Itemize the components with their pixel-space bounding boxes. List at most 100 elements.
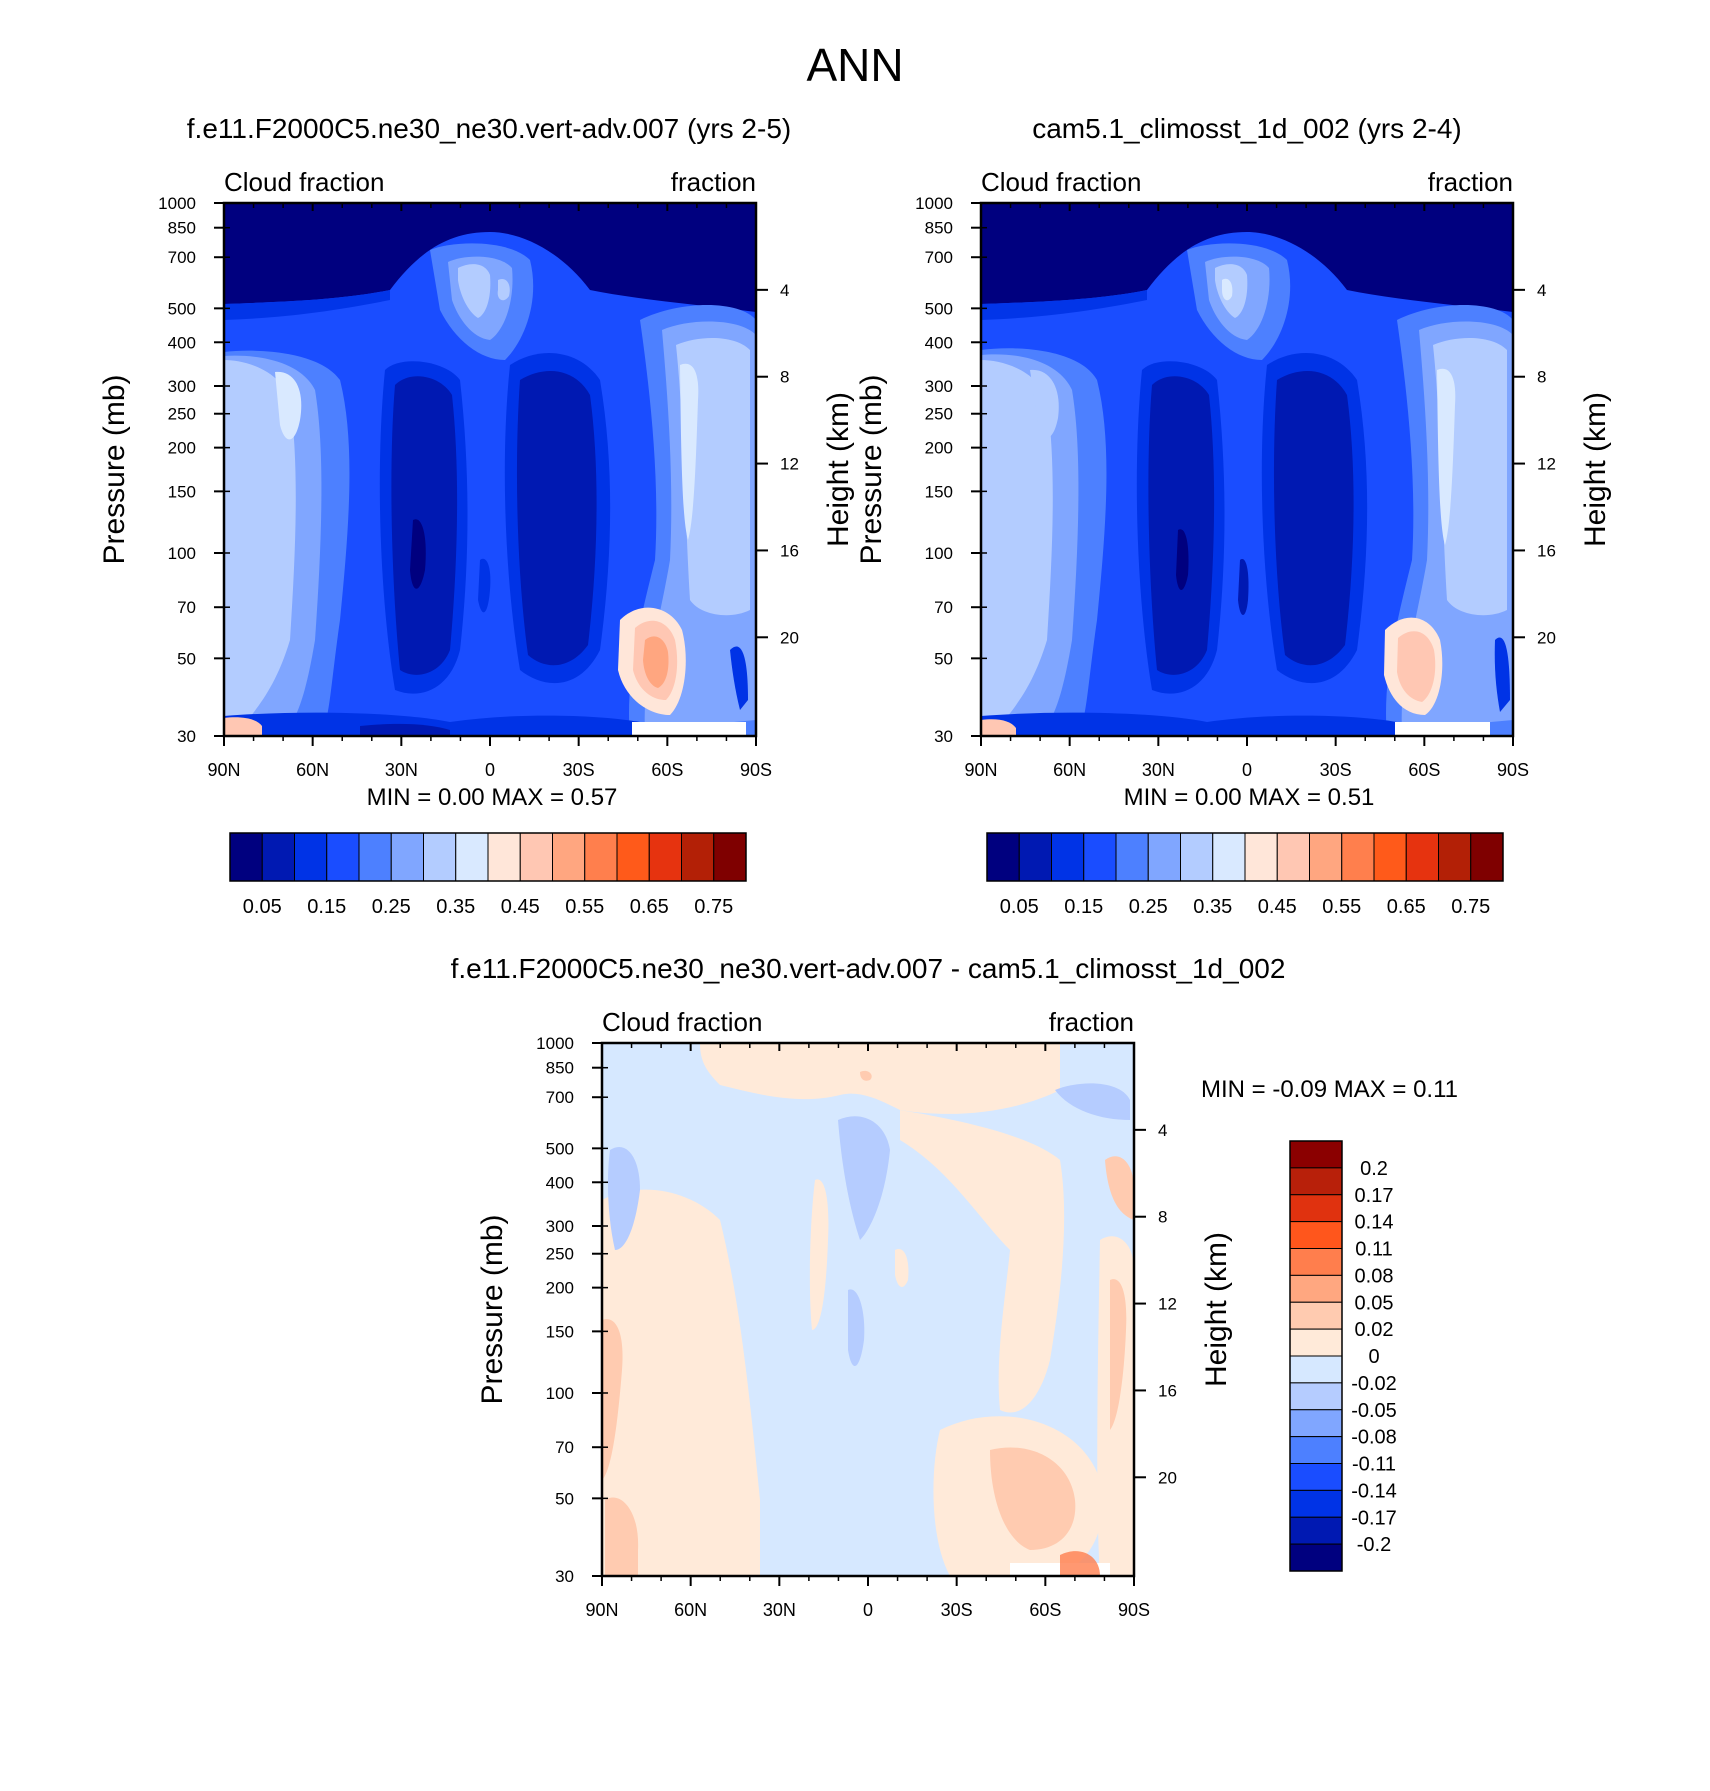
colorbar-frame [986,832,1504,882]
y-tick-label: 850 [168,219,196,238]
colorbar-box [1276,832,1310,882]
y-tick-label: 250 [925,405,953,424]
y2-tick-label: 20 [1537,628,1556,647]
y-tick-label: 850 [925,219,953,238]
colorbar-box [1470,832,1504,882]
colorbar-box [552,832,586,882]
x-tick-label: 90S [1497,760,1529,780]
colorbar-label: 0.08 [1355,1265,1394,1287]
colorbar-box [1289,1382,1343,1411]
colorbar-box [1051,832,1085,882]
colorbar-box [1438,832,1472,882]
y-tick-label: 30 [177,727,196,746]
y-tick-label: 100 [546,1384,574,1403]
y2-axis-label: Height (km) [1579,392,1612,547]
y2-tick-label: 12 [1158,1295,1177,1314]
colorbar-label: 0.11 [1355,1239,1392,1261]
y-tick-label: 400 [546,1173,574,1192]
y-tick-label: 700 [925,248,953,267]
x-tick-label: 0 [1242,760,1252,780]
chart-2: cam5.1_climosst_1d_002 (yrs 2-4) Cloud fr… [855,113,1612,918]
y-tick-label: 50 [177,649,196,668]
y-tick-label: 150 [925,482,953,501]
colorbar-label: -0.08 [1351,1427,1397,1449]
y-tick-label: 1000 [536,1034,574,1053]
min-max-text: MIN = 0.00 MAX = 0.51 [1124,784,1375,811]
colorbar-box [1289,1543,1343,1572]
y-tick-label: 70 [934,598,953,617]
y-tick-label: 300 [546,1217,574,1236]
colorbar-label: 0.05 [1000,896,1039,918]
colorbar-frame [1289,1140,1343,1572]
colorbar-label: 0.25 [372,896,411,918]
x-tick-label: 90S [1118,1600,1150,1620]
x-tick-label: 30S [941,1600,973,1620]
colorbar-label: 0.02 [1355,1319,1394,1341]
y-tick-label: 1000 [158,194,196,213]
y2-tick-label: 16 [1158,1381,1177,1400]
colorbar-box [1244,832,1278,882]
colorbar-label: 0.65 [1387,896,1426,918]
x-tick-label: 30S [1320,760,1352,780]
colorbar-box [1289,1463,1343,1491]
y-tick-label: 250 [546,1245,574,1264]
right-string: fraction [671,167,756,197]
contour-field [981,203,1513,736]
x-tick-label: 90N [964,760,997,780]
chart-3: f.e11.F2000C5.ne30_ne30.vert-adv.007 - c… [451,953,1458,1620]
colorbar-box [487,832,521,882]
y2-tick-label: 8 [1158,1208,1167,1227]
colorbar-box [390,832,424,882]
x-tick-label: 90N [207,760,240,780]
colorbar-box [1289,1301,1343,1330]
y-axis-label: Pressure (mb) [98,374,131,564]
colorbar-box [1083,832,1117,882]
y2-tick-label: 16 [780,541,799,560]
x-tick-label: 0 [485,760,495,780]
x-tick-label: 60S [1408,760,1440,780]
min-max-text: MIN = 0.00 MAX = 0.57 [367,784,618,811]
colorbar-label: 0.35 [436,896,475,918]
right-string: fraction [1428,167,1513,197]
panel-top-right [979,201,1515,738]
y-tick-label: 300 [925,377,953,396]
contour-field [602,1043,1134,1576]
colorbar-label: 0.35 [1193,896,1232,918]
colorbar-label: 0.55 [565,896,604,918]
colorbar-box [519,832,553,882]
y2-tick-label: 20 [1158,1468,1177,1487]
colorbar-label: 0.55 [1322,896,1361,918]
panel-top-left [222,201,758,738]
y2-tick-label: 4 [1158,1121,1167,1140]
colorbar-box [358,832,392,882]
colorbar-box [1289,1409,1343,1438]
colorbar-box [681,832,715,882]
colorbar-box [1289,1140,1343,1169]
x-tick-label: 60N [674,1600,707,1620]
y-tick-label: 70 [555,1438,574,1457]
colorbar-label: 0.14 [1355,1212,1394,1234]
y-axis-label: Pressure (mb) [476,1214,509,1404]
colorbar-label: 0.65 [630,896,669,918]
panel-title: f.e11.F2000C5.ne30_ne30.vert-adv.007 (yr… [187,113,791,144]
figure-title: ANN [806,39,904,91]
y2-tick-label: 12 [1537,455,1556,474]
y2-tick-label: 16 [1537,541,1556,560]
x-tick-label: 60S [651,760,683,780]
y-tick-label: 100 [168,544,196,563]
y-tick-label: 400 [168,333,196,352]
y2-axis-label: Height (km) [1200,1232,1233,1387]
x-tick-label: 90S [740,760,772,780]
y-tick-label: 50 [555,1489,574,1508]
y-tick-label: 700 [168,248,196,267]
colorbar-label: 0.45 [501,896,540,918]
y-tick-label: 30 [555,1567,574,1586]
x-tick-label: 30N [385,760,418,780]
x-tick-label: 90N [585,1600,618,1620]
y-tick-label: 150 [168,482,196,501]
colorbar-box [1289,1194,1343,1223]
colorbar-box [1309,832,1343,882]
y-tick-label: 300 [168,377,196,396]
colorbar-box [1405,832,1439,882]
